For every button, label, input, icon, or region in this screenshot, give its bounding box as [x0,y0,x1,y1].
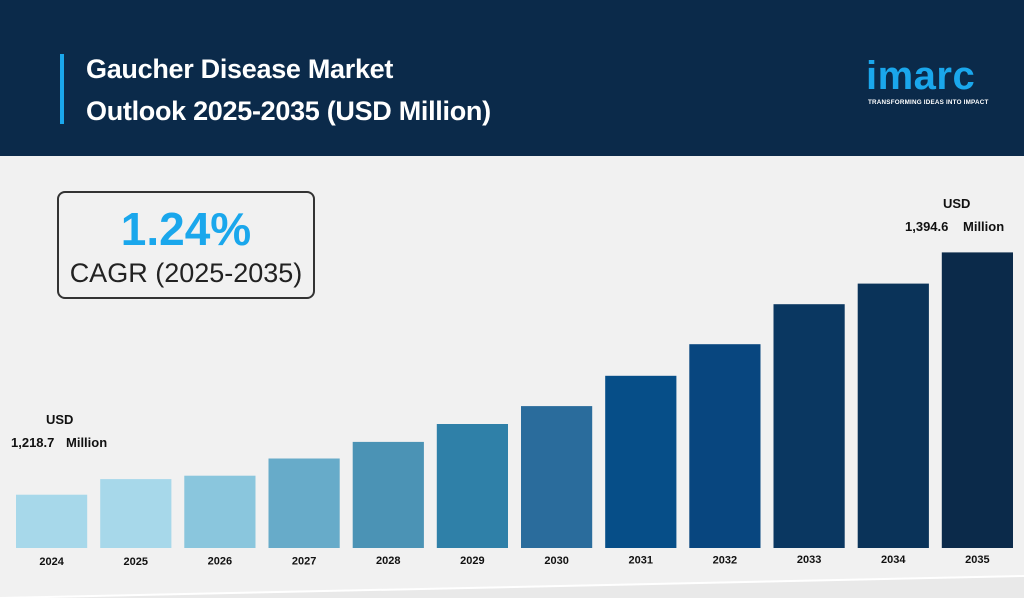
cagr-callout: 1.24% CAGR (2025-2035) [57,191,315,299]
end-annotation-unit: Million [963,219,1005,234]
x-tick-label-2027: 2027 [292,555,316,567]
floor-line [0,575,1024,598]
cagr-value: 1.24% [120,203,252,255]
x-tick-label-2029: 2029 [460,555,484,567]
x-tick-label-2025: 2025 [124,556,148,568]
bar-2027 [268,458,340,548]
bar-chart: 2024 2025 2026 2027 2028 2029 2030 2031 2032 2033… [0,252,1024,598]
x-tick-label-2030: 2030 [544,555,568,567]
bar-2029 [436,424,508,548]
bar-2032 [689,344,761,548]
x-tick-label-2024: 2024 [39,556,64,568]
x-tick-label-2033: 2033 [797,554,821,566]
x-tick-label-2034: 2034 [881,554,906,566]
title-accent-bar [60,54,64,124]
imarc-logo: imarc TRANSFORMING IDEAS INTO IMPACT [866,56,1000,112]
start-annotation-amount: 1,218.7 [11,435,55,450]
bar-2035 [941,252,1013,548]
x-tick-label-2032: 2032 [713,554,737,566]
title-line-2: Outlook 2025-2035 (USD Million) [86,96,491,126]
header-banner: Gaucher Disease Market Outlook 2025-2035… [0,0,1024,156]
title-line-1: Gaucher Disease Market [86,54,394,84]
bar-2033 [773,304,845,548]
end-annotation-amount: 1,394.6 [905,219,949,234]
cagr-label: CAGR (2025-2035) [69,258,303,288]
bar-2024 [16,494,88,548]
bar-2025 [100,479,172,548]
bar-2028 [352,441,424,548]
start-annotation-currency: USD [46,412,74,427]
logo-wordmark: imarc [866,54,976,98]
x-tick-label-2035: 2035 [965,554,989,566]
x-tick-label-2031: 2031 [629,555,653,567]
bar-2030 [521,406,593,548]
x-tick-label-2026: 2026 [208,556,232,568]
bar-2031 [605,375,677,548]
page-title: Gaucher Disease Market Outlook 2025-2035… [86,48,646,132]
x-tick-label-2028: 2028 [376,555,400,567]
bar-2034 [857,283,929,548]
end-annotation-currency: USD [943,196,971,211]
bar-2026 [184,475,256,548]
start-annotation-unit: Million [66,435,108,450]
logo-tagline: TRANSFORMING IDEAS INTO IMPACT [868,99,989,106]
